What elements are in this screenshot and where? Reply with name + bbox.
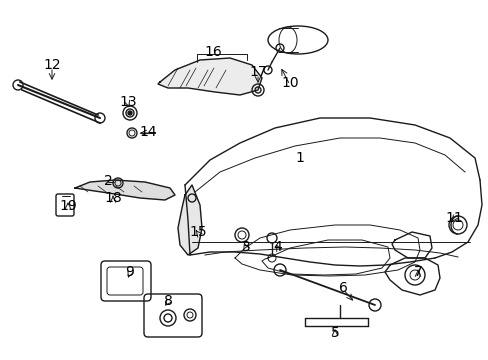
Text: 1: 1 (295, 151, 304, 165)
Text: 8: 8 (163, 294, 172, 308)
Circle shape (128, 111, 132, 115)
Text: 17: 17 (249, 65, 266, 79)
Text: 12: 12 (43, 58, 61, 72)
Text: 11: 11 (444, 211, 462, 225)
Text: 5: 5 (330, 326, 339, 340)
Polygon shape (158, 58, 262, 95)
Text: 2: 2 (103, 174, 112, 188)
Text: 16: 16 (203, 45, 222, 59)
Text: 4: 4 (273, 240, 282, 254)
Text: 6: 6 (338, 281, 347, 295)
Text: 3: 3 (241, 240, 250, 254)
Polygon shape (75, 180, 175, 200)
Text: 19: 19 (59, 199, 77, 213)
Text: 13: 13 (119, 95, 137, 109)
Text: 10: 10 (281, 76, 298, 90)
Text: 15: 15 (189, 225, 206, 239)
Text: 9: 9 (125, 265, 134, 279)
Text: 14: 14 (139, 125, 157, 139)
Text: 7: 7 (413, 265, 422, 279)
Text: 18: 18 (104, 191, 122, 205)
Polygon shape (178, 185, 202, 255)
